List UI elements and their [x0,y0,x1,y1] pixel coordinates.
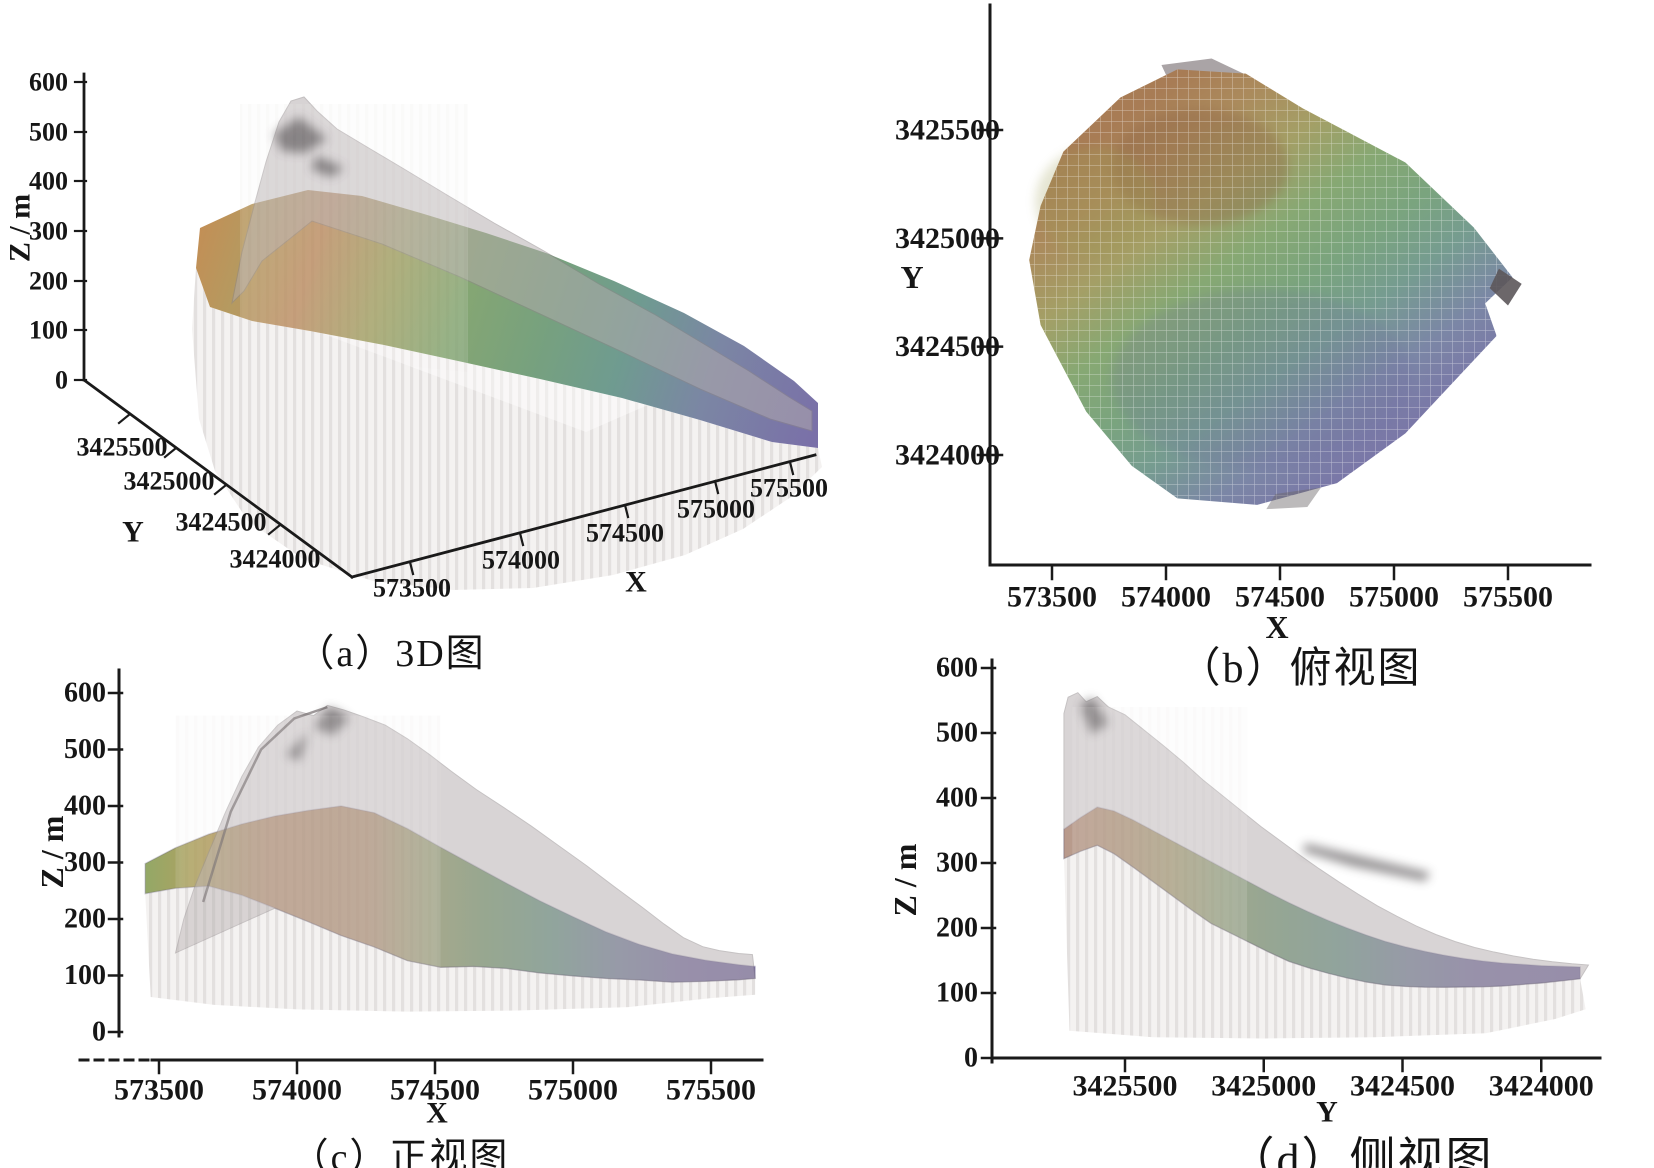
x-tick-label: 575500 [1463,581,1553,614]
z-tick-label: 500 [936,718,978,749]
subplot-c-front-view: 600 500 400 300 200 100 0 Z / m 573500 574000 5745… [34,668,764,1130]
z-tick-label: 500 [29,118,68,147]
caption-top-view: （b）俯视图 [1178,646,1422,692]
x-tick-label: 3425000 [1211,1070,1316,1103]
dark-rock-notch [1489,268,1522,306]
x-tick [713,479,720,495]
y-tick-label: 3425000 [895,222,1000,255]
y-tick [267,523,282,536]
z-tick-label: 600 [64,678,106,709]
z-axis-title: Z / m [887,843,923,916]
x-tick-label: 3424000 [1489,1070,1594,1103]
subplot-b-top-view: 3425500 3425000 3424500 3424000 573500 574000… [895,3,1592,645]
z-tick-label: 300 [64,847,106,878]
x-axis-title: Y [1316,1096,1338,1129]
y-tick-label: 3424500 [176,508,267,537]
x-tick-label: 3424500 [1350,1070,1455,1103]
z-axis-title: Z / m [4,194,37,262]
z-tick-label: 500 [64,734,106,765]
x-tick-label: 574000 [252,1074,342,1107]
y-tick-label: 3424500 [895,330,1000,363]
z-tick-label: 100 [64,960,106,991]
x-tick-label: 575000 [528,1074,618,1107]
z-tick-label: 0 [55,366,68,395]
x-axis-title: X [426,1097,448,1130]
z-tick-label: 600 [29,68,68,97]
x-axis [350,453,817,579]
z-tick-label: 200 [936,913,978,944]
x-tick-label: 573500 [1007,581,1097,614]
dark-rock-patch [1302,843,1431,882]
curtain-overlay [175,715,441,999]
x-tick-label: 574500 [586,519,664,548]
z-tick-label: 600 [936,653,978,684]
curtain-overlay [240,104,468,372]
z-tick-label: 300 [29,217,68,246]
y-tick-label: 3425500 [77,433,168,462]
x-tick-label: 575000 [1349,581,1439,614]
y-tick [117,412,132,425]
x-tick [518,531,525,547]
z-tick-label: 0 [92,1017,106,1048]
x-tick-label: 574000 [482,546,560,575]
y-tick-label: 3424000 [230,545,321,574]
y-axis-title: Y [900,259,923,295]
z-tick-label: 0 [964,1043,978,1074]
x-tick [788,460,795,476]
z-tick-label: 200 [29,267,68,296]
x-tick [623,503,630,519]
x-tick-label: 3425500 [1073,1070,1178,1103]
y-tick [213,483,228,496]
surface-grid-overlay [1029,69,1513,505]
subplot-d-side-view: 600 500 400 300 200 100 0 Z / m 3425500 3425000 34… [887,653,1602,1129]
y-tick [163,446,178,459]
x-tick-label: 575000 [677,495,755,524]
x-axis-title: X [1265,609,1288,645]
x-tick-label: 574000 [1121,581,1211,614]
caption-front-view: （c）正视图 [290,1137,510,1168]
y-tick-label: 3424000 [895,439,1000,472]
y-tick-label: 3425500 [895,113,1000,146]
curtain-overlay [1072,707,1248,1029]
z-tick-label: 100 [936,978,978,1009]
x-tick-label: 573500 [114,1074,204,1107]
z-axis-title: Z / m [34,815,70,888]
z-tick-label: 400 [64,791,106,822]
subplot-a-3d-view: 600 500 400 300 200 100 0 Z / m 3425500 3425000 34… [4,68,829,603]
y-axis [82,378,354,579]
x-tick-label: 573500 [373,574,451,603]
x-tick [408,560,415,576]
z-tick-label: 400 [29,167,68,196]
x-tick-label: 575500 [666,1074,756,1107]
dark-rock-patch [1266,487,1322,510]
z-tick-label: 200 [64,904,106,935]
z-tick-label: 400 [936,783,978,814]
x-tick-label: 574500 [390,1074,480,1107]
z-tick-label: 300 [936,848,978,879]
x-axis-title: X [625,566,647,599]
caption-side-view: （d）侧视图 [1228,1134,1494,1168]
y-tick-label: 3425000 [124,467,215,496]
caption-3d-view: （a）3D图 [296,633,486,675]
z-tick-label: 100 [29,316,68,345]
x-tick-label: 575500 [750,474,828,503]
x-tick-label: 574500 [1235,581,1325,614]
y-axis-title: Y [122,516,144,549]
